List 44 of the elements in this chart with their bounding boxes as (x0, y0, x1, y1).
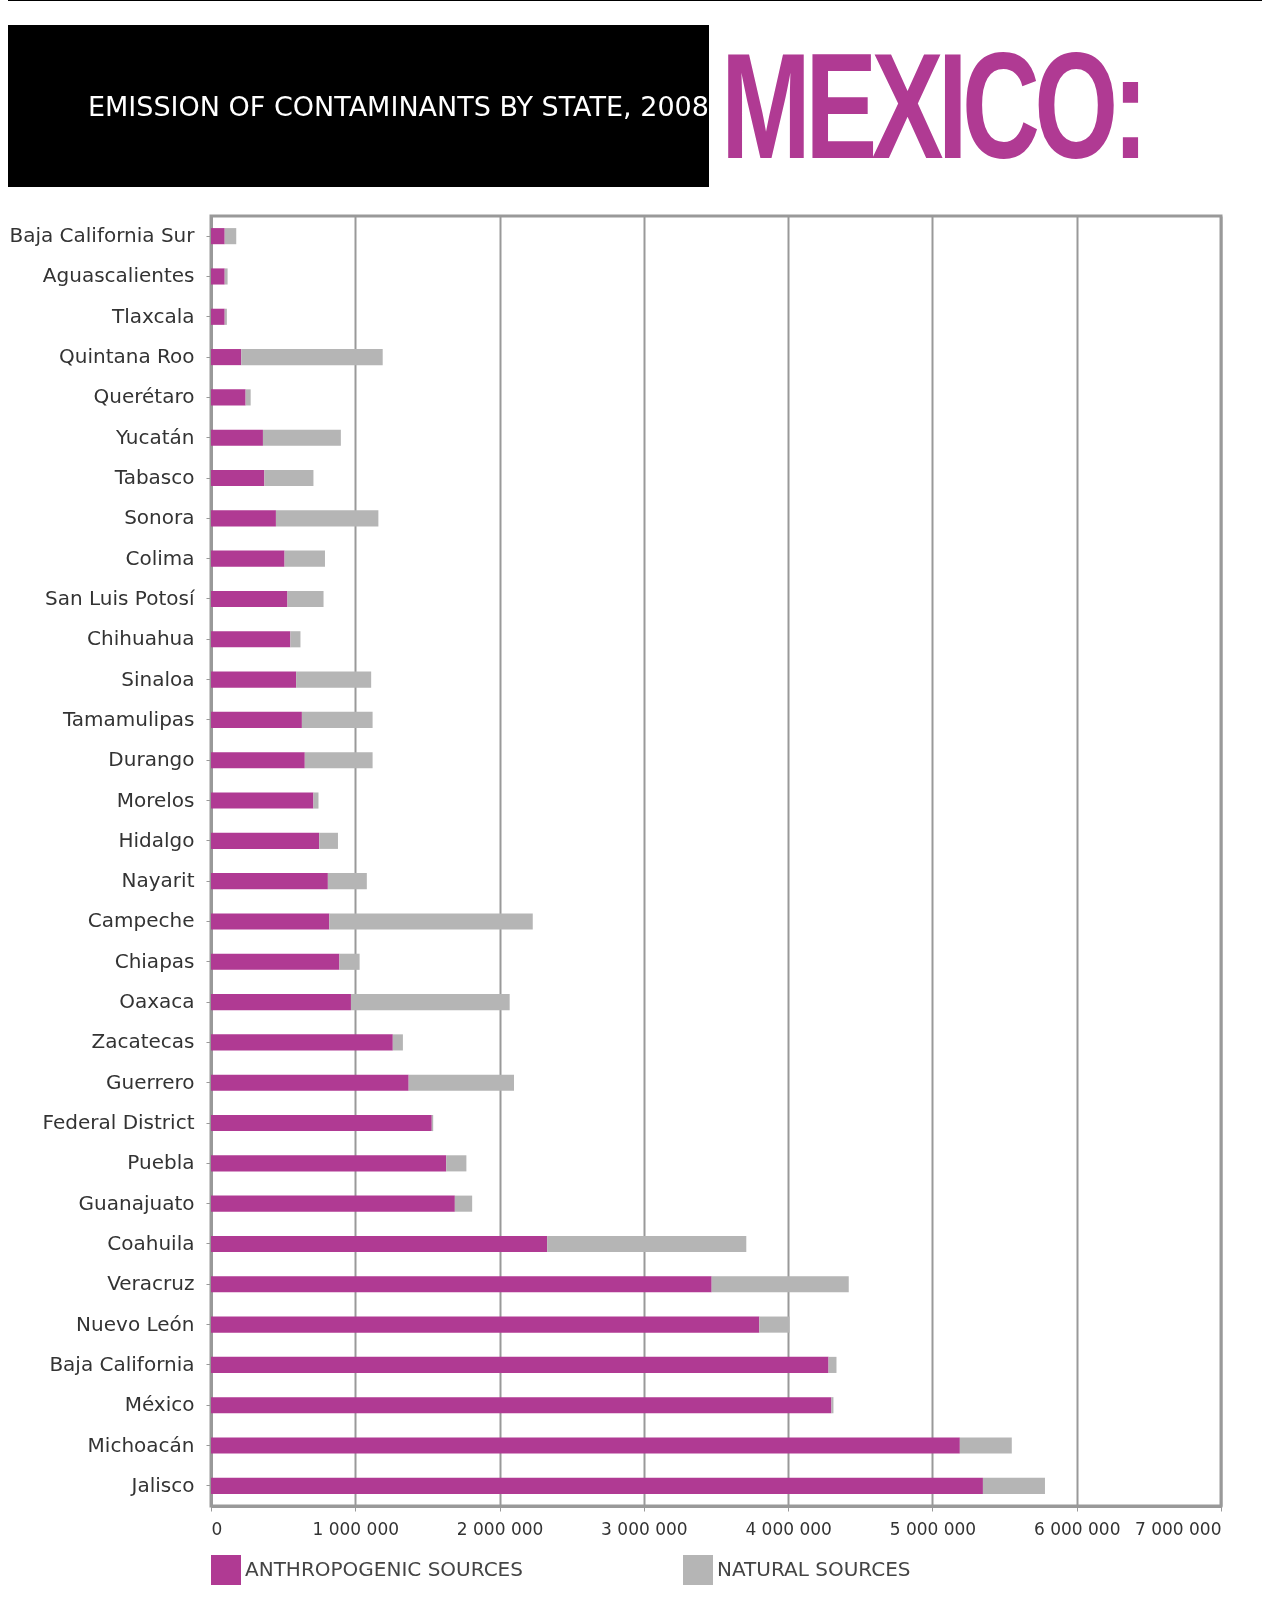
y-tick-label: Sonora (124, 505, 195, 530)
y-tick-label: Tamamulipas (61, 706, 195, 731)
y-tick-label: Veracruz (107, 1271, 195, 1296)
y-tick-label: México (124, 1392, 195, 1417)
y-tick-label: Nuevo León (76, 1311, 195, 1336)
y-tick-label: Yucatán (114, 424, 195, 449)
y-tick-label: Durango (108, 747, 195, 772)
y-tick-label: Nayarit (121, 868, 195, 893)
y-tick-label: Campeche (87, 908, 195, 933)
y-tick-label: Federal District (42, 1110, 195, 1135)
x-tick-label: 7 000 000 (1134, 1518, 1222, 1539)
y-tick-label: Querétaro (93, 384, 195, 409)
x-tick-label: 4 000 000 (745, 1518, 832, 1539)
y-tick-label: Jalisco (129, 1472, 195, 1497)
y-tick-label: Chihuahua (87, 626, 195, 651)
y-tick-label: Sinaloa (121, 666, 195, 691)
x-tick-label: 5 000 000 (889, 1518, 977, 1539)
y-tick-label: Baja California Sur (9, 223, 196, 248)
x-tick-label: 6 000 000 (1033, 1518, 1121, 1539)
y-tick-label: Morelos (116, 787, 195, 812)
y-tick-label: Zacatecas (91, 1029, 195, 1054)
legend-label: NATURAL SOURCES (717, 1557, 911, 1581)
chart-subtitle: MEXICO: (720, 20, 1143, 192)
y-tick-label: Guanajuato (78, 1190, 195, 1215)
x-tick-label: 2 000 000 (456, 1518, 544, 1539)
x-tick-label: 1 000 000 (312, 1518, 400, 1539)
y-tick-label: Tabasco (113, 465, 195, 490)
x-tick-label: 3 000 000 (601, 1518, 688, 1539)
y-tick-label: Quintana Roo (58, 344, 195, 369)
y-tick-label: Aguascalientes (42, 263, 195, 288)
legend-label: ANTHROPOGENIC SOURCES (245, 1557, 523, 1581)
y-tick-label: Hidalgo (118, 827, 195, 852)
y-tick-label: Baja California (49, 1351, 195, 1376)
y-tick-label: Puebla (127, 1150, 195, 1175)
y-tick-label: Michoacán (87, 1432, 195, 1457)
y-tick-label: Oaxaca (119, 989, 195, 1014)
x-tick-label: 0 (211, 1518, 223, 1539)
y-tick-label: Colima (125, 545, 195, 570)
y-tick-label: San Luis Potosí (45, 585, 196, 610)
chart-title: EMISSION OF CONTAMINANTS BY STATE, 2008 (8, 25, 709, 187)
y-tick-label: Tlaxcala (110, 303, 195, 328)
y-tick-label: Coahuila (107, 1230, 195, 1255)
y-tick-label: Chiapas (114, 948, 195, 973)
y-tick-label: Guerrero (106, 1069, 195, 1094)
